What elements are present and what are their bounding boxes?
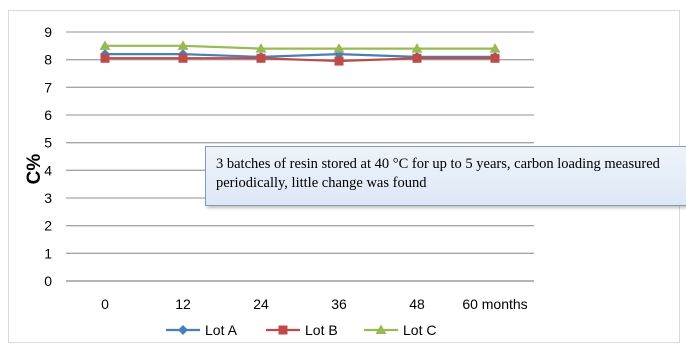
legend-label: Lot A <box>205 322 238 338</box>
data-point-lot-b <box>334 56 344 66</box>
series-lot-b <box>100 53 500 66</box>
x-tick-label: 24 <box>253 296 269 312</box>
y-tick-label: 0 <box>44 273 52 289</box>
data-point-lot-b <box>178 53 188 63</box>
data-point-lot-c <box>411 43 423 53</box>
y-axis-label: C% <box>24 154 45 185</box>
y-tick-label: 8 <box>44 52 52 68</box>
legend-marker <box>178 325 188 335</box>
data-point-lot-b <box>256 53 266 63</box>
annotation-textbox: 3 batches of resin stored at 40 °C for u… <box>205 146 686 206</box>
y-tick-label: 6 <box>44 107 52 123</box>
series-line-lot-a <box>105 53 495 59</box>
legend-item-lot-a: Lot A <box>166 322 238 338</box>
series-lines <box>99 40 501 66</box>
series-line-lot-b <box>105 57 495 63</box>
y-tick-label: 1 <box>44 245 52 261</box>
y-tick-label: 4 <box>44 162 52 178</box>
x-tick-label: 36 <box>331 296 347 312</box>
y-tick-label: 3 <box>44 190 52 206</box>
series-lot-c <box>99 40 501 53</box>
x-axis-ticks: 0 12 24 36 48 60 months <box>101 296 528 312</box>
x-tick-label: 48 <box>409 296 425 312</box>
series-line-lot-c <box>105 44 495 50</box>
data-point-lot-c <box>333 43 345 53</box>
data-point-lot-b <box>412 53 422 63</box>
y-tick-label: 2 <box>44 218 52 234</box>
x-tick-label: 12 <box>175 296 191 312</box>
legend-label: Lot B <box>305 322 338 338</box>
data-point-lot-b <box>490 53 500 63</box>
y-axis-ticks: 0 1 2 3 4 5 6 7 8 9 <box>44 24 52 289</box>
legend-marker <box>375 324 387 334</box>
legend-item-lot-b: Lot B <box>266 322 338 338</box>
legend: Lot A Lot B Lot C <box>166 322 436 338</box>
x-tick-label: 60 months <box>462 296 527 312</box>
y-tick-label: 7 <box>44 79 52 95</box>
data-point-lot-b <box>100 53 110 63</box>
y-tick-label: 5 <box>44 135 52 151</box>
legend-label: Lot C <box>403 322 436 338</box>
y-tick-label: 9 <box>44 24 52 40</box>
legend-marker <box>278 325 288 335</box>
x-tick-label: 0 <box>101 296 109 312</box>
legend-item-lot-c: Lot C <box>364 322 436 338</box>
data-point-lot-c <box>489 43 501 53</box>
data-point-lot-c <box>255 43 267 53</box>
data-point-lot-c <box>99 40 111 50</box>
data-point-lot-c <box>177 40 189 50</box>
